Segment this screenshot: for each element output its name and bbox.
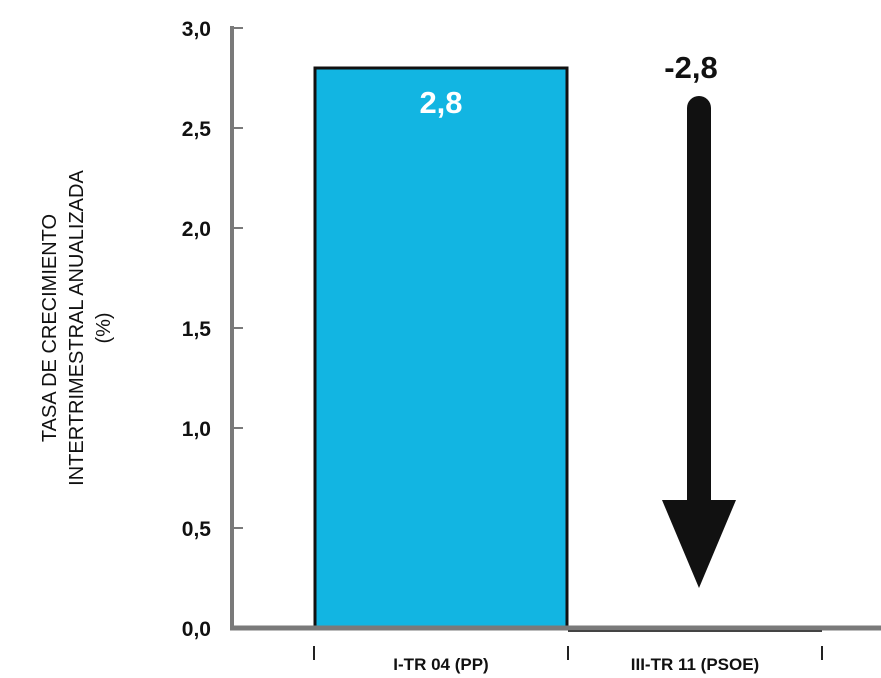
y-tick-label: 1,5 [182,318,212,341]
bars: 2,8 [313,66,569,630]
y-tick-label: 0,5 [182,518,212,541]
bar [313,66,569,630]
bar-value-label: 2,8 [419,85,462,120]
y-axis-title: TASA DE CRECIMIENTO INTERTRIMESTRAL ANUAL… [39,170,115,486]
x-category-label: I-TR 04 (PP) [393,655,488,674]
y-axis-ticks: 0,0 0,5 1,0 1,5 2,0 2,5 3,0 [182,18,243,641]
y-tick-label: 0,0 [182,618,211,641]
x-axis-ticks: I-TR 04 (PP) III-TR 11 (PSOE) [313,646,823,674]
y-axis-label: TASA DE CRECIMIENTO INTERTRIMESTRAL ANUAL… [39,170,115,486]
y-axis-title-line: TASA DE CRECIMIENTO [39,214,61,442]
y-tick-label: 2,5 [182,118,212,141]
y-axis-title-line: (%) [93,312,115,343]
y-axis-title-line: INTERTRIMESTRAL ANUALIZADA [66,170,88,486]
y-tick-label: 1,0 [182,418,211,441]
change-annotation: -2,8 [662,50,736,588]
x-category-label: III-TR 11 (PSOE) [631,655,759,674]
annotation-label: -2,8 [664,50,717,85]
arrow-head [662,500,736,588]
y-tick-label: 3,0 [182,18,211,41]
axes [230,26,881,632]
y-tick-label: 2,0 [182,218,211,241]
